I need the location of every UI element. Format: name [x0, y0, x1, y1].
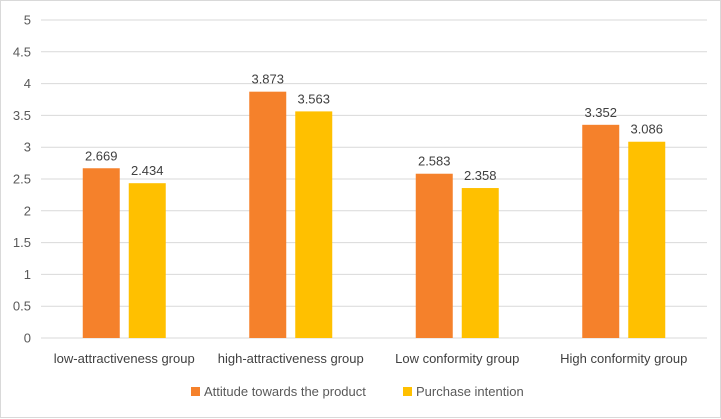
x-category-label: low-attractiveness group — [54, 351, 195, 366]
data-label: 2.358 — [464, 168, 497, 183]
bar-attitude — [415, 173, 453, 338]
y-tick-label: 1 — [24, 267, 31, 282]
legend-label: Attitude towards the product — [204, 384, 366, 399]
legend-label: Purchase intention — [416, 384, 524, 399]
legend-swatch — [403, 387, 412, 396]
data-label: 2.434 — [131, 163, 164, 178]
y-tick-label: 4.5 — [13, 44, 31, 59]
bar-purchase-intention — [628, 141, 666, 338]
y-tick-label: 0 — [24, 331, 31, 346]
y-tick-label: 0.5 — [13, 299, 31, 314]
bar-attitude — [82, 168, 120, 338]
y-tick-label: 3.5 — [13, 108, 31, 123]
bar-purchase-intention — [295, 111, 333, 338]
y-tick-label: 2 — [24, 203, 31, 218]
data-label: 3.563 — [297, 91, 330, 106]
bar-purchase-intention — [461, 188, 499, 338]
bar-attitude — [249, 91, 287, 338]
y-tick-label: 2.5 — [13, 172, 31, 187]
x-category-label: High conformity group — [560, 351, 687, 366]
bar-purchase-intention — [128, 183, 166, 338]
data-label: 2.583 — [418, 154, 451, 169]
data-label: 3.086 — [630, 122, 663, 137]
data-label: 2.669 — [85, 148, 118, 163]
data-label: 3.873 — [251, 72, 284, 87]
data-label: 3.352 — [584, 105, 617, 120]
bar-attitude — [582, 124, 620, 338]
y-tick-label: 1.5 — [13, 235, 31, 250]
x-category-label: Low conformity group — [395, 351, 519, 366]
x-category-label: high-attractiveness group — [218, 351, 364, 366]
y-tick-label: 4 — [24, 76, 31, 91]
legend-swatch — [191, 387, 200, 396]
y-tick-label: 5 — [24, 13, 31, 28]
y-tick-label: 3 — [24, 140, 31, 155]
